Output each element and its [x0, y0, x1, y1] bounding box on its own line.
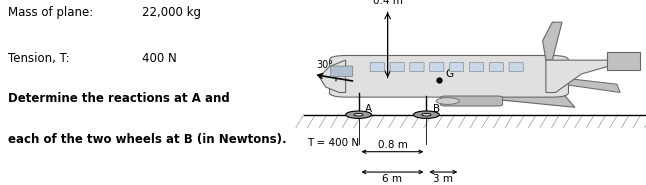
Polygon shape — [543, 22, 562, 60]
Text: 6 m: 6 m — [382, 174, 402, 184]
Polygon shape — [607, 52, 640, 70]
Polygon shape — [546, 60, 614, 92]
FancyBboxPatch shape — [509, 63, 523, 72]
FancyBboxPatch shape — [329, 56, 568, 97]
FancyBboxPatch shape — [390, 63, 404, 72]
Text: 30°: 30° — [317, 60, 333, 70]
FancyBboxPatch shape — [441, 96, 503, 106]
Text: 400 N: 400 N — [142, 52, 177, 65]
Circle shape — [422, 113, 431, 116]
Text: 22,000 kg: 22,000 kg — [142, 6, 201, 18]
FancyBboxPatch shape — [489, 63, 503, 72]
FancyBboxPatch shape — [331, 66, 353, 76]
Circle shape — [346, 111, 371, 118]
FancyBboxPatch shape — [450, 63, 464, 72]
Text: Determine the reactions at A and: Determine the reactions at A and — [8, 92, 229, 105]
Text: Mass of plane:: Mass of plane: — [8, 6, 93, 18]
Circle shape — [436, 98, 459, 104]
Text: T = 400 N: T = 400 N — [307, 138, 359, 148]
Circle shape — [354, 113, 363, 116]
FancyBboxPatch shape — [430, 63, 444, 72]
Polygon shape — [319, 60, 346, 92]
Text: B: B — [433, 104, 440, 114]
Text: Tension, T:: Tension, T: — [8, 52, 69, 65]
FancyBboxPatch shape — [370, 63, 384, 72]
Polygon shape — [562, 79, 620, 92]
Text: G: G — [446, 69, 454, 79]
Text: 0.4 m: 0.4 m — [373, 0, 402, 6]
Text: 3 m: 3 m — [433, 174, 453, 184]
Text: 0.8 m: 0.8 m — [377, 140, 408, 150]
Circle shape — [413, 111, 439, 118]
Polygon shape — [388, 82, 575, 107]
Text: each of the two wheels at B (in Newtons).: each of the two wheels at B (in Newtons)… — [8, 133, 286, 146]
Text: A: A — [365, 104, 372, 114]
FancyBboxPatch shape — [470, 63, 484, 72]
FancyBboxPatch shape — [410, 63, 424, 72]
